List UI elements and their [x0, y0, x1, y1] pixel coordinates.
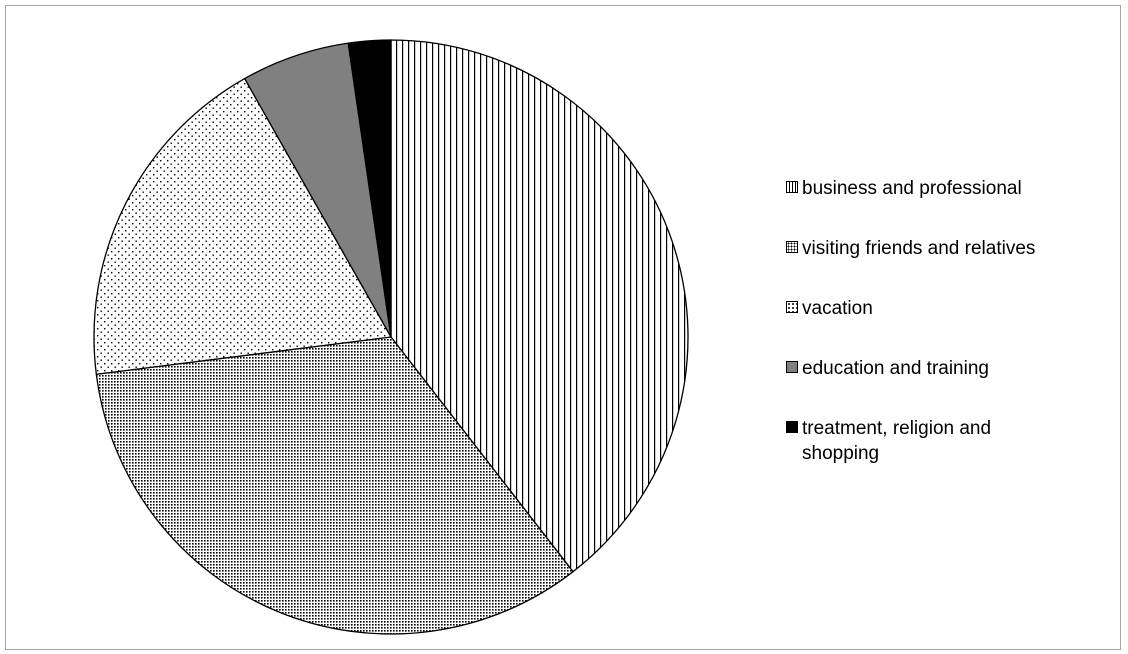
legend-swatch-dense-dots-icon	[786, 241, 798, 253]
legend-label: vacation	[802, 298, 873, 319]
pie-slice-3	[93, 77, 393, 375]
legend-label: business and professional	[802, 178, 1022, 199]
legend-item-vacation: vacation	[786, 296, 1102, 321]
pie-chart	[93, 39, 689, 635]
pie-slice-1	[390, 39, 689, 573]
legend-item-education: education and training	[786, 356, 1102, 381]
legend-swatch-sparse-dots-icon	[786, 301, 798, 313]
legend-swatch-vertical-lines-icon	[786, 181, 798, 193]
legend-item-business: business and professional	[786, 176, 1102, 201]
legend-label: visiting friends and relatives	[802, 238, 1036, 259]
pie-slice-2	[95, 336, 574, 635]
pie-slices	[93, 39, 689, 635]
legend-swatch-black-icon	[786, 421, 798, 433]
pie-slice-5	[347, 39, 392, 338]
legend-item-treatment: treatment, religion and shopping	[786, 416, 1032, 466]
legend-swatch-gray-icon	[786, 361, 798, 373]
legend-label: education and training	[802, 358, 989, 379]
chart-area: business and professional visiting frien…	[5, 5, 1121, 650]
legend-item-visiting: visiting friends and relatives	[786, 236, 1102, 261]
legend-label: treatment, religion and shopping	[802, 418, 992, 464]
